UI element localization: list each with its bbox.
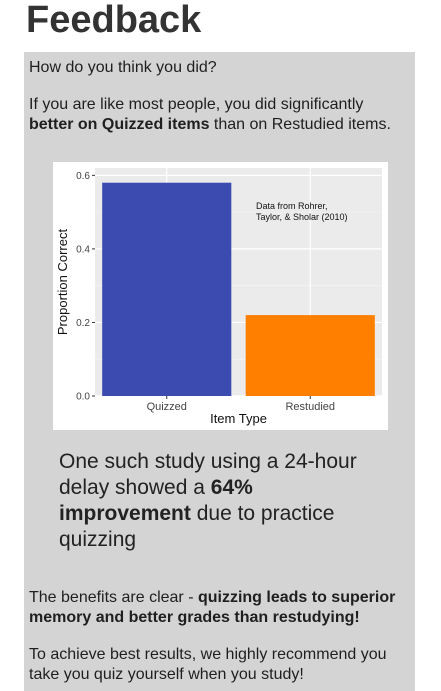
- study-bold-pct: 64%: [210, 476, 253, 499]
- intro-bold: better on Quizzed items: [29, 116, 210, 133]
- y-tick-label: 0.0: [76, 392, 90, 403]
- x-tick-label: Restudied: [285, 401, 335, 413]
- benefits-prefix: The benefits are clear -: [29, 589, 198, 606]
- bar-chart-svg: 0.0 0.2 0.4 0.6 Quizzed Restudied Item Type Pro…: [55, 168, 382, 426]
- results-chart: 0.0 0.2 0.4 0.6 Quizzed Restudied Item Type Pro…: [53, 162, 388, 430]
- bar-restudied: [245, 315, 375, 396]
- y-axis-label: Proportion Correct: [55, 229, 70, 336]
- benefits-bold: quizzing leads to superior memory and be…: [29, 589, 396, 626]
- y-tick-label: 0.4: [76, 244, 90, 255]
- page-title: Feedback: [26, 0, 202, 41]
- y-tick-label: 0.2: [76, 318, 90, 329]
- intro-prefix: If you are like most people, you did sig…: [29, 96, 364, 113]
- question-text: How do you think you did?: [29, 59, 217, 76]
- study-suffix: due to practice quizzing: [59, 502, 335, 551]
- study-text: One such study using a 24-hour delay sho…: [59, 449, 359, 553]
- chart-annotation-line2: Taylor, & Sholar (2010): [256, 212, 348, 222]
- chart-annotation-line1: Data from Rohrer,: [256, 201, 328, 211]
- benefits-text: The benefits are clear - quizzing leads …: [29, 588, 411, 628]
- feedback-panel: How do you think you did? If you are lik…: [24, 52, 415, 691]
- intro-text: If you are like most people, you did sig…: [29, 95, 409, 135]
- recommend-text: To achieve best results, we highly recom…: [29, 646, 387, 683]
- x-tick-label: Quizzed: [147, 401, 187, 413]
- intro-suffix: than on Restudied items.: [209, 116, 391, 133]
- study-bold-word: improvement: [59, 502, 191, 525]
- study-prefix: One such study using a 24-hour delay sho…: [59, 450, 357, 499]
- y-tick-label: 0.6: [76, 171, 90, 182]
- x-axis-label: Item Type: [210, 411, 267, 426]
- bar-quizzed: [102, 182, 232, 396]
